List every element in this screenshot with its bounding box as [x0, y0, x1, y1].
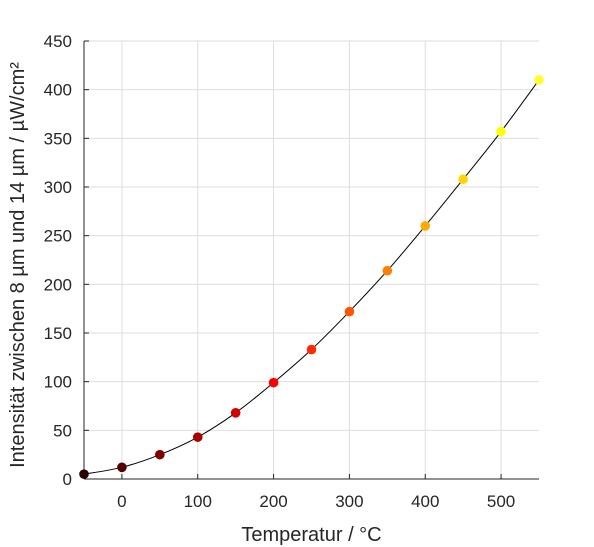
grid: [84, 40, 539, 480]
data-point: [306, 344, 317, 355]
y-tick-label: 350: [44, 129, 72, 148]
y-tick-label: 50: [53, 421, 72, 440]
data-point: [268, 377, 279, 388]
data-point: [230, 408, 241, 418]
fit-curve: [83, 79, 540, 475]
y-tick-label: 150: [44, 324, 72, 343]
data-point: [458, 174, 468, 185]
data-point: [534, 75, 544, 85]
data-point: [117, 462, 127, 473]
x-tick-label: 200: [259, 492, 287, 511]
data-point: [344, 306, 355, 317]
x-tick-label: 400: [411, 492, 439, 511]
y-axis-label: Intensität zwischen 8 µm und 14 µm / µW/…: [7, 62, 29, 468]
y-tick-label: 250: [44, 227, 72, 246]
x-tick-label: 300: [335, 492, 363, 511]
data-points: [79, 75, 544, 479]
y-tick-label: 400: [44, 81, 72, 100]
x-tick-label: 100: [184, 492, 212, 511]
y-tick-label: 450: [44, 32, 72, 51]
data-point: [79, 469, 89, 479]
y-tick-label: 100: [44, 373, 72, 392]
y-tick-label: 300: [44, 178, 72, 197]
y-tick-label: 200: [44, 275, 72, 294]
data-point: [155, 449, 165, 460]
y-tick-label: 0: [63, 470, 72, 489]
data-point: [496, 126, 506, 137]
data-point: [382, 265, 393, 276]
data-point: [420, 221, 431, 231]
x-tick-label: 0: [117, 492, 126, 511]
fit-curve-layer: [83, 79, 540, 475]
x-tick-label: 500: [487, 492, 515, 511]
tick-labels: 0 100 200 300 400 500 0 50 100 150 200 250 300 350 400…: [44, 32, 516, 511]
data-point: [192, 432, 203, 442]
x-axis-label: Temperatur / °C: [241, 524, 381, 546]
axes: [83, 40, 539, 480]
